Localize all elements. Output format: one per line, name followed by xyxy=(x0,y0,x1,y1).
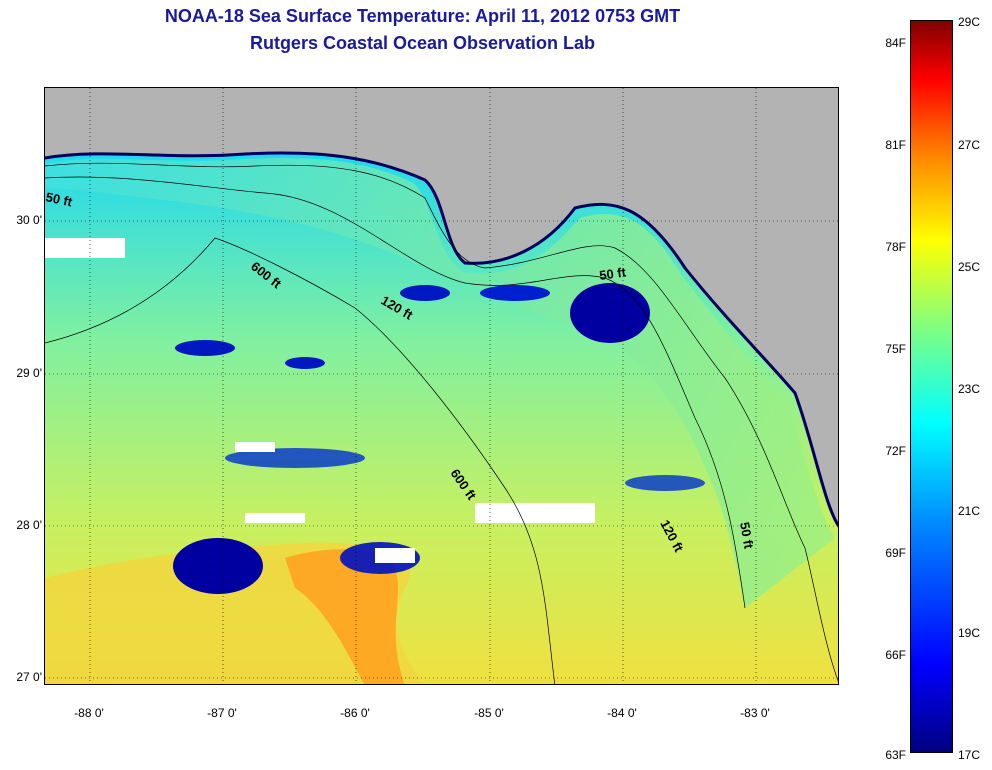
colorbar-c-label: 27C xyxy=(958,138,981,152)
map-title: NOAA-18 Sea Surface Temperature: April 1… xyxy=(164,6,681,26)
colorbar-f-label: 78F xyxy=(885,240,906,254)
coastline xyxy=(45,151,838,528)
colorbar-c-label: 25C xyxy=(958,260,981,274)
y-tick-label: 29 0' xyxy=(16,366,42,380)
y-tick-label: 28 0' xyxy=(16,518,42,532)
colorbar-c-label: 21C xyxy=(958,504,981,518)
colorbar-c-label: 23C xyxy=(958,382,981,396)
x-tick-label: -86 0' xyxy=(340,706,370,720)
contour-label: 50 ft xyxy=(45,189,74,209)
temperature-colorbar xyxy=(910,20,953,753)
colorbar-c-label: 17C xyxy=(958,748,981,762)
colorbar-c-label: 19C xyxy=(958,626,981,640)
contour-label: 50 ft xyxy=(598,264,627,283)
x-tick-label: -83 0' xyxy=(740,706,770,720)
colorbar-f-label: 72F xyxy=(885,444,906,458)
colorbar-f-label: 84F xyxy=(885,36,906,50)
colorbar-f-label: 75F xyxy=(885,342,906,356)
x-tick-label: -84 0' xyxy=(607,706,637,720)
colorbar-c-label: 29C xyxy=(958,15,981,29)
x-tick-label: -87 0' xyxy=(207,706,237,720)
colorbar-f-label: 63F xyxy=(885,748,906,762)
colorbar-f-label: 66F xyxy=(885,648,906,662)
x-tick-label: -85 0' xyxy=(474,706,504,720)
contour-label: 50 ft xyxy=(737,521,757,551)
colorbar-f-label: 69F xyxy=(885,546,906,560)
sst-map: 50 ft 600 ft 120 ft 50 ft 600 ft 120 ft … xyxy=(44,87,839,685)
y-tick-label: 27 0' xyxy=(16,670,42,684)
x-tick-label: -88 0' xyxy=(74,706,104,720)
colorbar-f-label: 81F xyxy=(885,138,906,152)
y-tick-label: 30 0' xyxy=(16,213,42,227)
map-subtitle: Rutgers Coastal Ocean Observation Lab xyxy=(249,33,596,53)
